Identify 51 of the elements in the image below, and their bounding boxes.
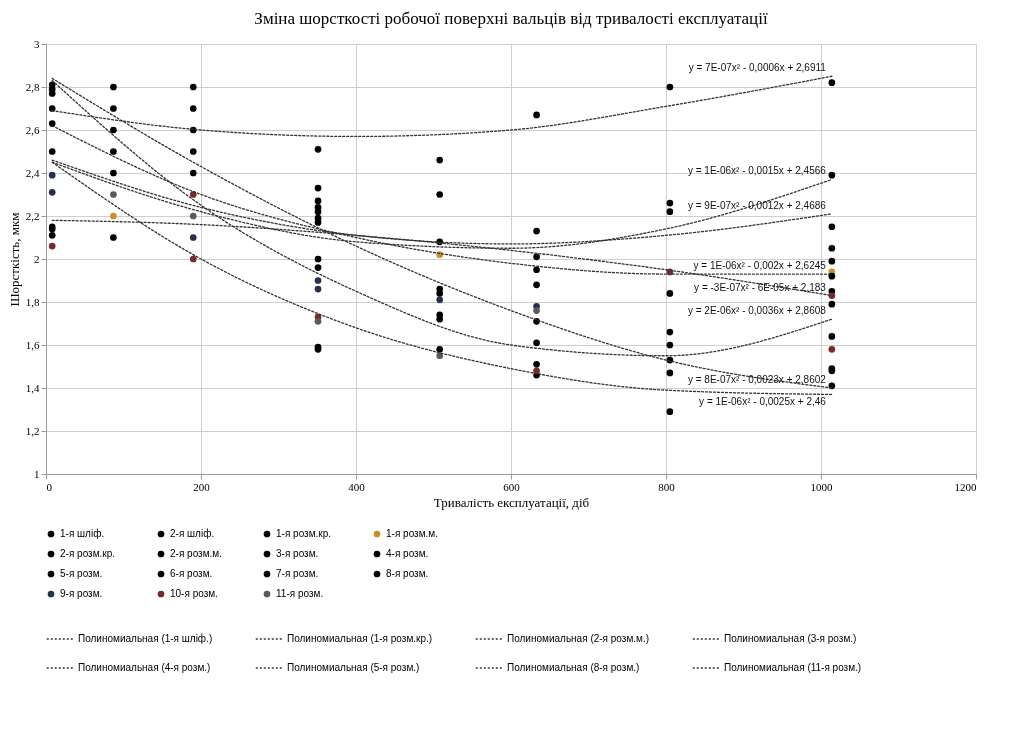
annotation: y = 7E-07x² - 0,0006x + 2,6911 bbox=[688, 62, 827, 74]
legend-label: Полиномиальная (1-я шліф.) bbox=[78, 633, 213, 644]
x-tick-label: 1000 bbox=[810, 480, 833, 493]
y-tick-label: 1,4 bbox=[25, 381, 40, 394]
annotation: y = 1E-06x² - 0,0015x + 2,4566 bbox=[687, 165, 827, 177]
legend-label: 7-я розм. bbox=[276, 568, 319, 579]
y-tick-label: 2 bbox=[34, 252, 40, 265]
chart-title: Зміна шорсткості робочої поверхні вальців від тривалості експлуатації bbox=[254, 9, 768, 28]
legend-label: 1-я розм.кр. bbox=[276, 528, 332, 539]
y-tick-label: 1,8 bbox=[25, 295, 40, 308]
y-tick-label: 2,8 bbox=[25, 80, 40, 93]
legend-label: 9-я розм. bbox=[60, 588, 103, 599]
legend-label: 4-я розм. bbox=[386, 548, 429, 559]
x-tick-label: 0 bbox=[46, 480, 53, 493]
legend-label: Полиномиальная (4-я розм.) bbox=[78, 662, 211, 673]
legend-label: 2-я розм.кр. bbox=[60, 548, 116, 559]
y-tick-label: 1,6 bbox=[25, 338, 40, 351]
legend-label: 1-я шліф. bbox=[60, 528, 105, 539]
legend-label: Полиномиальная (5-я розм.) bbox=[287, 662, 420, 673]
legend-label: Полиномиальная (1-я розм.кр.) bbox=[287, 633, 433, 644]
legend-label: 1-я розм.м. bbox=[386, 528, 438, 539]
annotation: y = 9E-07x² - 0,0012x + 2,4686 bbox=[687, 199, 827, 211]
legend-label: Полиномиальная (8-я розм.) bbox=[507, 662, 640, 673]
x-tick-label: 400 bbox=[348, 480, 366, 493]
legend-label: 6-я розм. bbox=[170, 568, 213, 579]
x-tick-label: 600 bbox=[503, 480, 521, 493]
y-tick-label: 2,2 bbox=[25, 209, 40, 222]
legend-label: 2-я розм.м. bbox=[170, 548, 222, 559]
legend-label: 3-я розм. bbox=[276, 548, 319, 559]
legend-label: 11-я розм. bbox=[276, 588, 324, 599]
y-tick-label: 1,2 bbox=[25, 424, 40, 437]
y-tick-label: 1 bbox=[34, 467, 40, 480]
legend-label: 2-я шліф. bbox=[170, 528, 215, 539]
legend-label: 10-я розм. bbox=[170, 588, 218, 599]
y-tick-label: 3 bbox=[34, 37, 40, 50]
legend-label: Полиномиальная (3-я розм.) bbox=[724, 633, 857, 644]
legend-label: Полиномиальная (11-я розм.) bbox=[724, 662, 862, 673]
y-tick-label: 2,6 bbox=[25, 123, 40, 136]
x-axis-title: Тривалість експлуатації, діб bbox=[433, 494, 590, 510]
y-axis-title: Шорсткість, мкм bbox=[6, 212, 22, 307]
legend-label: Полиномиальная (2-я розм.м.) bbox=[507, 633, 650, 644]
annotation: y = 2E-06x² - 0,0036x + 2,8608 bbox=[687, 305, 827, 317]
x-tick-label: 1200 bbox=[954, 480, 977, 493]
annotation: y = 1E-06x² - 0,0025x + 2,46 bbox=[699, 396, 827, 408]
legend-label: 8-я розм. bbox=[386, 568, 429, 579]
x-tick-label: 800 bbox=[658, 480, 676, 493]
x-tick-label: 200 bbox=[193, 480, 211, 493]
y-tick-label: 2,4 bbox=[25, 166, 40, 179]
annotation: y = 1E-06x² - 0,002x + 2,6245 bbox=[693, 260, 827, 272]
legend-label: 5-я розм. bbox=[60, 568, 103, 579]
annotation: y = 8E-07x² - 0,0023x + 2,8602 bbox=[687, 374, 827, 385]
